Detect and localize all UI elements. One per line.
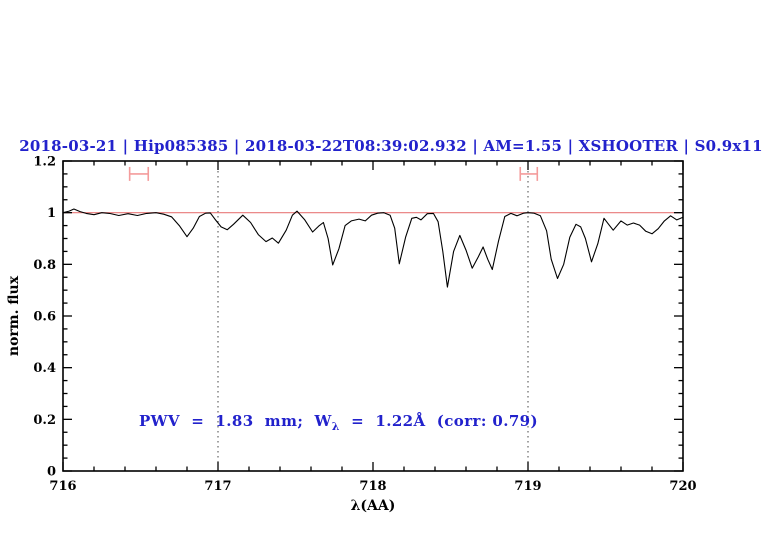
y-tick-label: 0.4: [33, 361, 56, 376]
y-tick-label: 0: [47, 465, 56, 480]
x-tick-label: 719: [514, 479, 541, 494]
annotation-subscript: λ: [331, 420, 340, 433]
pwv-annotation: PWV = 1.83 mm; Wλ = 1.22Å (corr: 0.79): [139, 412, 538, 433]
plot-title: 2018-03-21 | Hip085385 | 2018-03-22T08:3…: [19, 137, 763, 155]
y-tick-label: 0.8: [33, 258, 56, 273]
y-tick-label: 1: [47, 206, 56, 221]
x-tick-label: 720: [669, 479, 696, 494]
y-tick-label: 0.6: [33, 310, 56, 325]
x-tick-label: 716: [49, 479, 76, 494]
x-tick-label: 717: [204, 479, 231, 494]
x-axis-label: λ(AA): [350, 498, 396, 514]
y-axis-label: norm. flux: [6, 275, 22, 357]
annotation-text: PWV = 1.83 mm; W: [139, 412, 332, 430]
annotation-text: = 1.22Å (corr: 0.79): [339, 412, 539, 430]
x-tick-label: 718: [359, 479, 386, 494]
y-tick-label: 1.2: [33, 155, 56, 170]
y-tick-label: 0.2: [33, 413, 56, 428]
spectrum-line: [62, 208, 684, 288]
